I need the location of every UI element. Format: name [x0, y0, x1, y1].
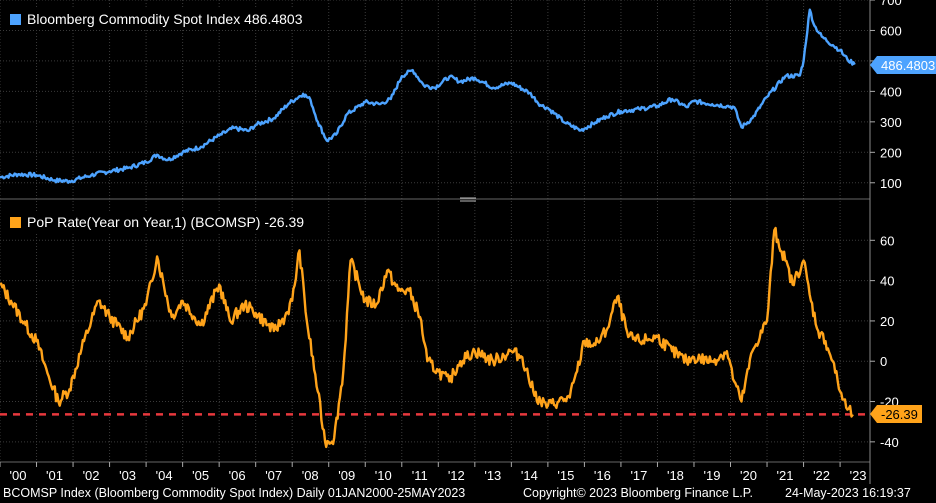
x-tick-label: '18 [667, 468, 684, 483]
x-tick-label: '04 [156, 468, 173, 483]
legend-label-yoy: PoP Rate(Year on Year,1) (BCOMSP) -26.39 [27, 214, 305, 230]
x-tick-label: '01 [46, 468, 63, 483]
x-tick-label: '12 [448, 468, 465, 483]
y-tick-label: -40 [880, 435, 899, 450]
series-yoy-rate [0, 226, 854, 449]
x-tick-label: '09 [338, 468, 355, 483]
y-tick-label: 600 [880, 23, 902, 38]
y-tick-label: 100 [880, 176, 902, 191]
x-tick-label: '21 [777, 468, 794, 483]
x-tick-label: '13 [484, 468, 501, 483]
x-axis-ticks: '00 '01 '02 '03 '04 '05 '06 '07 '08 '09 '10 '11 '12 '… [0, 462, 867, 483]
x-tick-label: '17 [630, 468, 647, 483]
x-tick-label: '02 [83, 468, 100, 483]
footer-bar: BCOMSP Index (Bloomberg Commodity Spot I… [0, 484, 936, 503]
y-tick-label: 700 [880, 0, 902, 8]
x-tick-label: '15 [557, 468, 574, 483]
x-tick-label: '16 [594, 468, 611, 483]
y-tick-label: 60 [880, 233, 894, 248]
footer-copyright: Copyright© 2023 Bloomberg Finance L.P. [523, 486, 753, 500]
x-tick-label: '06 [229, 468, 246, 483]
x-tick-label: '05 [192, 468, 209, 483]
last-value-tag-yoy: -26.39 [870, 405, 922, 424]
top-panel-gridlines [0, 0, 870, 184]
legend-swatch-blue [10, 13, 21, 25]
y-tick-label: 20 [880, 314, 894, 329]
y-tick-label: 300 [880, 115, 902, 130]
x-tick-label: '22 [813, 468, 830, 483]
x-tick-label: '23 [850, 468, 867, 483]
bottom-panel-gridlines [0, 239, 870, 443]
x-tick-label: '00 [10, 468, 27, 483]
y-tick-label: 0 [880, 354, 887, 369]
x-tick-label: '14 [521, 468, 538, 483]
x-tick-label: '11 [412, 468, 428, 483]
last-value-tag-bcomsp: 486.4803 [869, 56, 936, 75]
top-panel-y-ticks: 100200300400500600700 [870, 0, 902, 191]
y-tick-label: 400 [880, 84, 902, 99]
legend-label-bcomsp: Bloomberg Commodity Spot Index 486.4803 [27, 11, 303, 27]
panel-resize-handle[interactable] [460, 197, 476, 202]
last-value-yoy: -26.39 [881, 406, 918, 422]
series-bcomsp-index [0, 8, 856, 184]
legend-yoy: PoP Rate(Year on Year,1) (BCOMSP) -26.39 [6, 212, 309, 232]
x-tick-label: '03 [119, 468, 136, 483]
y-tick-label: 40 [880, 274, 894, 289]
last-value-bcomsp: 486.4803 [881, 57, 936, 73]
legend-swatch-orange [10, 216, 21, 228]
legend-bcomsp: Bloomberg Commodity Spot Index 486.4803 [6, 9, 307, 29]
x-tick-label: '19 [704, 468, 721, 483]
footer-timestamp: 24-May-2023 16:19:37 [785, 486, 911, 500]
x-tick-label: '08 [302, 468, 319, 483]
x-tick-label: '20 [740, 468, 757, 483]
x-tick-label: '07 [265, 468, 282, 483]
y-tick-label: 200 [880, 145, 902, 160]
x-tick-label: '10 [375, 468, 392, 483]
footer-security-info: BCOMSP Index (Bloomberg Commodity Spot I… [3, 486, 466, 500]
